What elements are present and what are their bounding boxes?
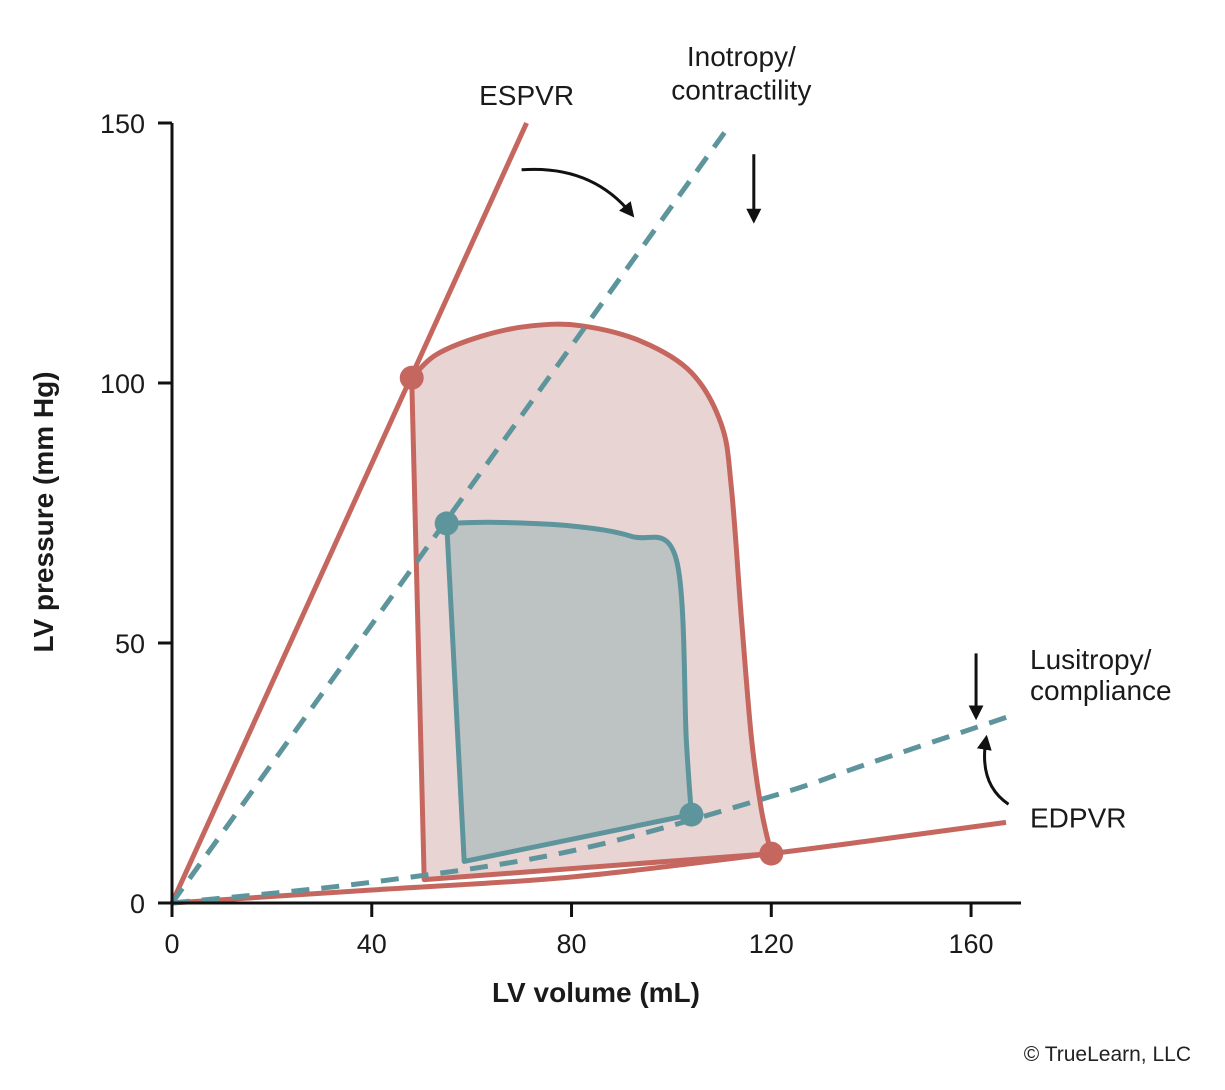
loop-corner-points <box>399 365 784 866</box>
annotation-arrows <box>521 154 1010 806</box>
edpvr-label: EDPVR <box>1030 803 1126 834</box>
y-axis-title: LV pressure (mm Hg) <box>28 371 59 652</box>
y-tick-label: 0 <box>130 889 145 919</box>
lusitropy-label: Lusitropy/ <box>1030 644 1152 675</box>
x-tick-label: 40 <box>357 929 387 959</box>
baseline-end-diastolic-point <box>759 841 784 866</box>
x-tick-label: 0 <box>164 929 179 959</box>
compliance-label: compliance <box>1030 675 1172 706</box>
annotations: ESPVR Inotropy/contractility Lusitropy/com… <box>479 41 1172 834</box>
x-axis-title: LV volume (mL) <box>492 977 700 1008</box>
x-tick-label: 80 <box>557 929 587 959</box>
pressure-volume-relations <box>169 121 1012 906</box>
axes: 0 40 80 120 160 0 50 100 150 <box>100 109 1021 959</box>
inotropy-contractility-line <box>169 121 734 905</box>
x-tick-label: 120 <box>749 929 794 959</box>
espvr-label: ESPVR <box>479 80 574 111</box>
inotropy-label: Inotropy/ <box>687 41 796 72</box>
copyright-notice: © TrueLearn, LLC <box>1024 1043 1191 1066</box>
y-tick-label: 150 <box>100 109 145 139</box>
impaired-end-diastolic-point <box>679 802 704 827</box>
edpvr-line <box>171 819 1007 906</box>
impaired-end-systolic-point <box>434 511 459 536</box>
x-tick-label: 160 <box>949 929 994 959</box>
curved-arrow <box>521 167 635 218</box>
impaired-pv-loop <box>444 519 694 864</box>
baseline-end-systolic-point <box>399 365 424 390</box>
espvr-line <box>169 121 529 905</box>
contractility-label: contractility <box>671 75 811 106</box>
lusitropy-compliance-line <box>171 713 1012 906</box>
curved-arrow <box>976 734 1010 806</box>
y-tick-label: 50 <box>115 629 145 659</box>
y-tick-label: 100 <box>100 369 145 399</box>
pv-loops <box>409 321 774 883</box>
